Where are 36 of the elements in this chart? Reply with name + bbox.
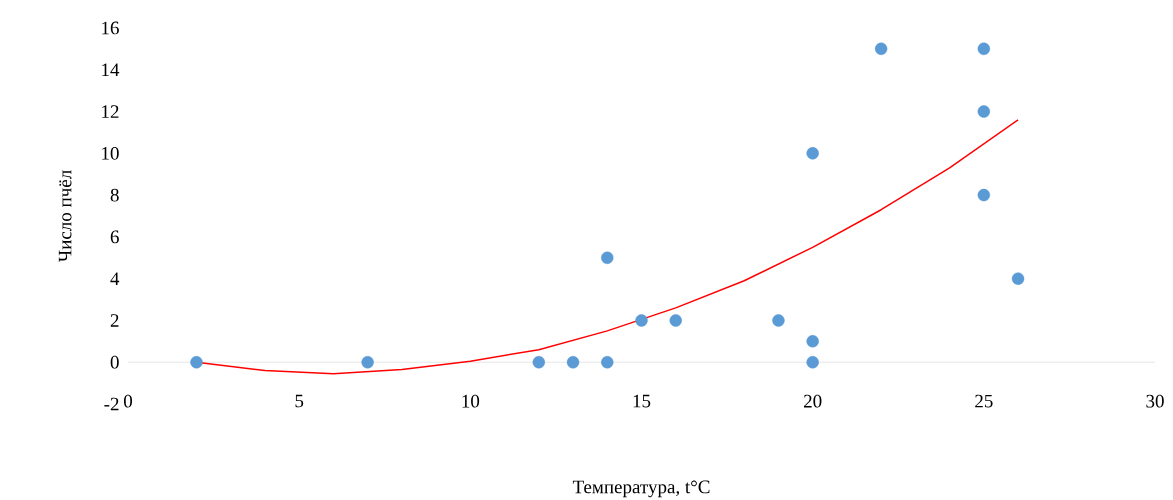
point <box>532 356 546 369</box>
point <box>361 356 374 369</box>
y-tick-label: 6 <box>110 230 119 244</box>
point <box>806 147 819 160</box>
x-tick-label: 20 <box>804 394 822 408</box>
y-tick-label: 0 <box>110 355 119 369</box>
point <box>977 105 991 118</box>
point <box>772 314 785 327</box>
x-tick-label: 15 <box>633 394 651 408</box>
y-tick-label: 2 <box>110 314 119 327</box>
point <box>874 42 888 56</box>
y-tick-label: 12 <box>102 105 119 118</box>
point <box>601 251 614 264</box>
point <box>977 188 991 202</box>
y-axis-title: Число пчёл <box>58 170 72 262</box>
point <box>977 42 991 56</box>
x-axis-title: Температура, t°C <box>572 480 710 498</box>
y-tick-label: 16 <box>102 21 119 35</box>
x-tick-label: 10 <box>462 394 480 408</box>
point <box>635 314 648 327</box>
point <box>669 314 682 327</box>
y-tick-label: 8 <box>110 188 119 202</box>
point <box>806 335 819 348</box>
point <box>190 356 203 369</box>
point <box>1011 272 1025 285</box>
y-tick-label: 14 <box>102 63 120 77</box>
point <box>806 356 819 369</box>
y-tick-label: -2 <box>104 397 119 411</box>
point <box>566 356 580 369</box>
x-tick-label: 5 <box>295 394 304 408</box>
x-tick-label: 30 <box>1146 394 1164 408</box>
y-tick-label: 4 <box>110 272 120 285</box>
y-tick-label: 10 <box>102 146 119 160</box>
x-tick-label: 25 <box>975 394 993 408</box>
x-tick-label: 0 <box>123 394 133 408</box>
point <box>601 356 614 369</box>
